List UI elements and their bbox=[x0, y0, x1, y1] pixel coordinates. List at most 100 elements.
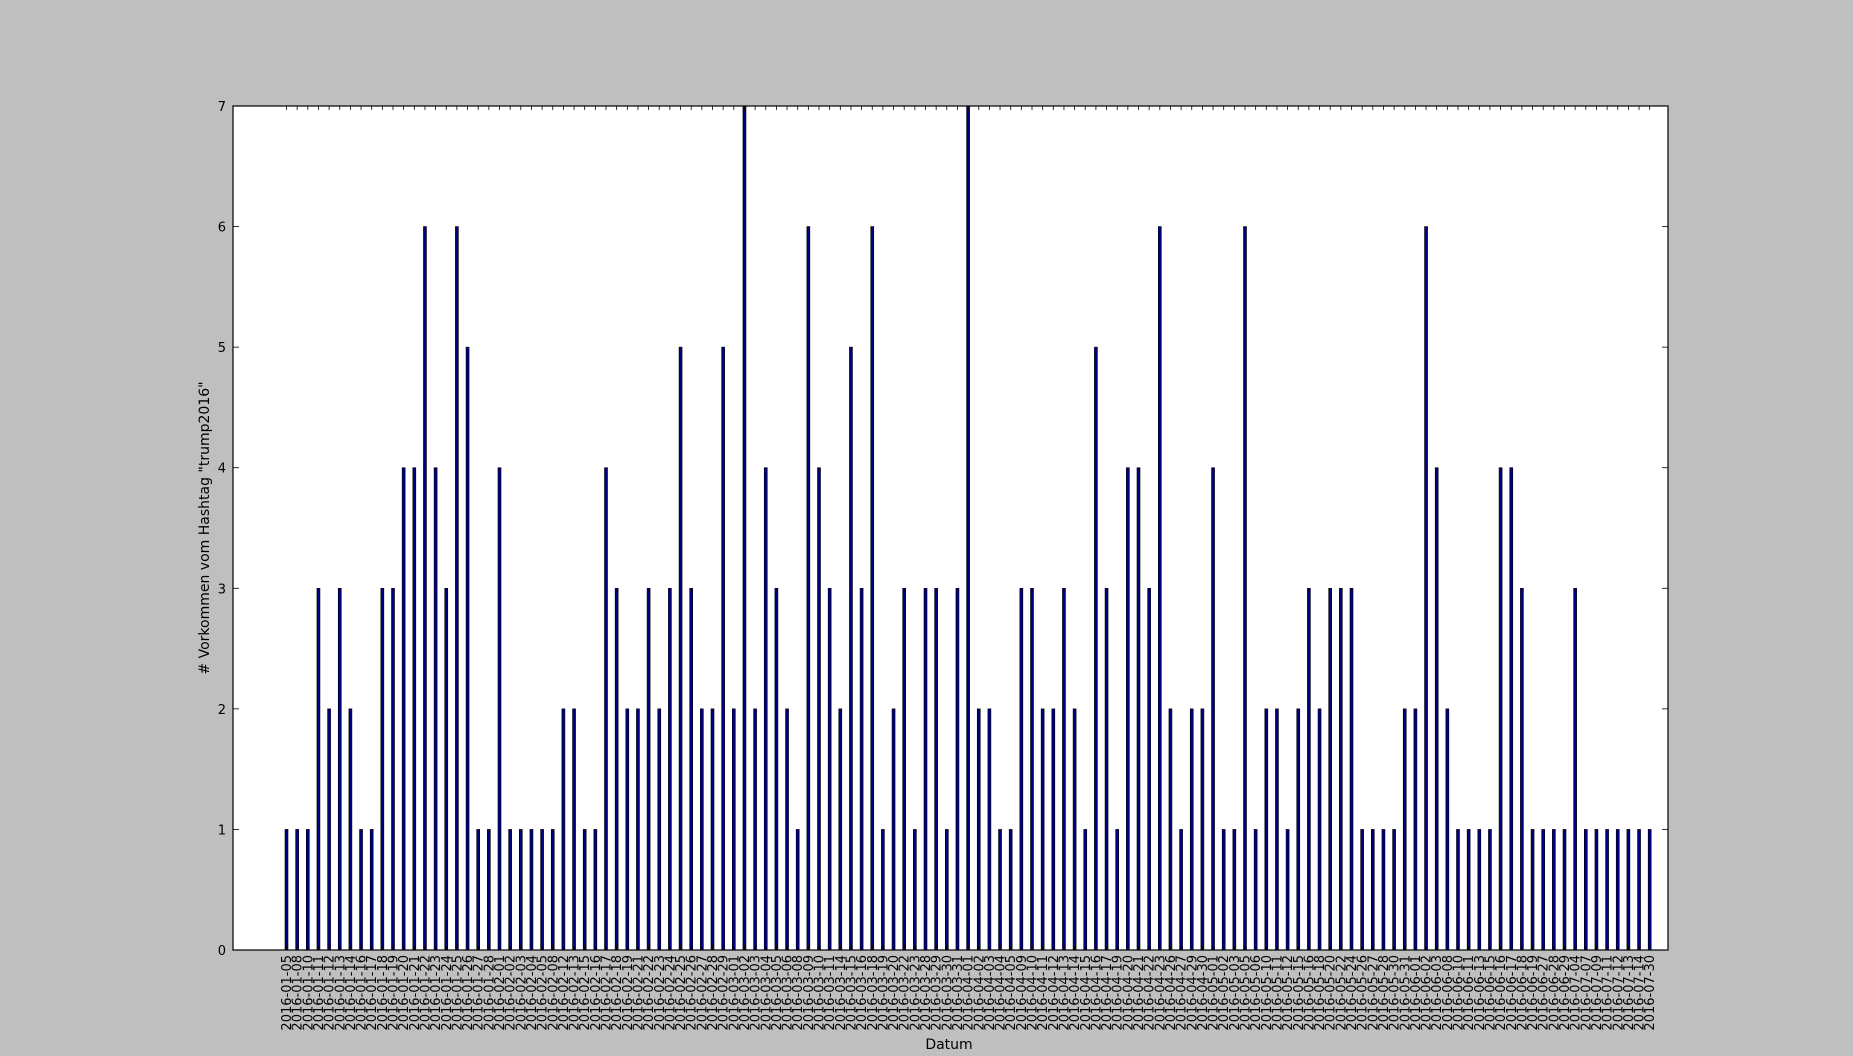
bar-2016-04-22 bbox=[1147, 587, 1151, 951]
x-tick-label-2016-03-01: 2016-03-01 bbox=[727, 955, 742, 1031]
x-tick-label-2016-06-18: 2016-06-18 bbox=[1515, 955, 1530, 1031]
x-tick-label-2016-05-02: 2016-05-02 bbox=[1217, 955, 1232, 1031]
bar-2016-05-10 bbox=[1264, 708, 1269, 951]
plot-frame bbox=[232, 105, 1669, 951]
x-tick-label-2016-02-22: 2016-02-22 bbox=[642, 955, 657, 1031]
bar-2016-04-10 bbox=[1030, 587, 1034, 951]
bar-2016-05-31 bbox=[1402, 708, 1407, 951]
y-tick-label-3: 3 bbox=[218, 582, 226, 597]
bar-2016-02-29 bbox=[721, 346, 725, 951]
bar-2016-07-12 bbox=[1615, 829, 1620, 951]
x-tick-label-2016-03-14: 2016-03-14 bbox=[834, 955, 849, 1031]
x-tick-label-2016-03-10: 2016-03-10 bbox=[813, 955, 828, 1031]
x-tick-label-2016-02-21: 2016-02-21 bbox=[631, 955, 646, 1031]
x-tick-label-2016-03-20: 2016-03-20 bbox=[887, 955, 902, 1031]
bar-2016-06-27 bbox=[1541, 829, 1545, 951]
bar-2016-03-20 bbox=[891, 708, 896, 951]
x-tick-label-2016-04-01: 2016-04-01 bbox=[962, 955, 977, 1031]
x-tick-label-2016-03-19: 2016-03-19 bbox=[876, 955, 891, 1031]
bar-2016-05-03 bbox=[1232, 829, 1237, 951]
bar-2016-02-21 bbox=[636, 708, 640, 951]
x-tick-label-2016-04-22: 2016-04-22 bbox=[1143, 955, 1158, 1031]
x-tick-label-2016-07-09: 2016-07-09 bbox=[1590, 955, 1605, 1031]
x-tick-label-2016-03-16: 2016-03-16 bbox=[855, 955, 870, 1031]
bar-2016-04-11 bbox=[1040, 708, 1045, 951]
bar-2016-05-06 bbox=[1253, 829, 1258, 951]
x-tick-label-2016-01-22: 2016-01-22 bbox=[418, 955, 433, 1031]
x-tick-label-2016-02-26: 2016-02-26 bbox=[685, 955, 700, 1031]
x-tick-label-2016-03-22: 2016-03-22 bbox=[898, 955, 913, 1031]
bar-2016-01-14 bbox=[348, 708, 353, 951]
x-tick-label-2016-04-14: 2016-04-14 bbox=[1068, 955, 1083, 1031]
y-ticks-group: 0 1 2 3 4 5 6 7 bbox=[218, 100, 1668, 959]
bar-2016-03-05 bbox=[774, 587, 779, 951]
bar-2016-03-08 bbox=[795, 829, 800, 951]
x-tick-label-2016-03-05: 2016-03-05 bbox=[770, 955, 785, 1031]
bar-2016-04-12 bbox=[1051, 708, 1056, 951]
bar-2016-01-08 bbox=[295, 829, 299, 951]
bar-2016-01-18 bbox=[380, 587, 385, 951]
bar-2016-04-03 bbox=[987, 708, 992, 951]
x-tick-label-2016-04-03: 2016-04-03 bbox=[983, 955, 998, 1031]
x-tick-label-2016-07-12: 2016-07-12 bbox=[1611, 955, 1626, 1031]
x-tick-labels: 2016-01-052016-01-082016-01-102016-01-11… bbox=[280, 955, 1658, 1031]
x-tick-label-2016-05-18: 2016-05-18 bbox=[1313, 955, 1328, 1031]
x-tick-label-2016-07-13: 2016-07-13 bbox=[1622, 955, 1637, 1031]
bar-2016-06-29 bbox=[1562, 829, 1567, 951]
bar-2016-07-30 bbox=[1647, 829, 1652, 951]
x-tick-label-2016-03-23: 2016-03-23 bbox=[908, 955, 923, 1031]
x-tick-label-2016-04-16: 2016-04-16 bbox=[1089, 955, 1104, 1031]
bar-2016-01-23 bbox=[433, 467, 438, 951]
x-tick-label-2016-01-12: 2016-01-12 bbox=[323, 955, 338, 1031]
bar-2016-04-01 bbox=[966, 105, 970, 951]
bar-2016-04-21 bbox=[1136, 467, 1141, 951]
bar-2016-02-01 bbox=[497, 467, 502, 951]
bar-2016-03-01 bbox=[731, 708, 736, 951]
bar-2016-05-01 bbox=[1211, 467, 1215, 951]
bar-2016-07-09 bbox=[1594, 829, 1599, 951]
bar-2016-04-14 bbox=[1072, 708, 1077, 951]
x-tick-label-2016-02-08: 2016-02-08 bbox=[546, 955, 561, 1031]
bar-2016-07-11 bbox=[1605, 829, 1609, 951]
bar-2016-06-16 bbox=[1498, 467, 1503, 951]
bar-2016-04-26 bbox=[1168, 708, 1173, 951]
bar-2016-03-23 bbox=[913, 829, 917, 951]
x-tick-label-2016-01-26: 2016-01-26 bbox=[461, 955, 476, 1031]
x-tick-label-2016-02-25: 2016-02-25 bbox=[674, 955, 689, 1031]
x-tick-label-2016-01-24: 2016-01-24 bbox=[440, 955, 455, 1031]
bar-2016-04-20 bbox=[1126, 467, 1130, 951]
bar-2016-02-04 bbox=[529, 829, 534, 951]
bar-2016-03-02 bbox=[742, 105, 747, 951]
bar-2016-02-27 bbox=[700, 708, 704, 951]
bar-2016-03-18 bbox=[870, 226, 875, 951]
y-tick-label-7: 7 bbox=[218, 100, 226, 115]
x-tick-label-2016-02-28: 2016-02-28 bbox=[706, 955, 721, 1031]
bar-2016-01-05 bbox=[284, 829, 289, 951]
bar-2016-01-25 bbox=[455, 226, 459, 951]
bar-2016-03-14 bbox=[838, 708, 843, 951]
y-tick-label-6: 6 bbox=[218, 221, 226, 236]
bar-2016-05-20 bbox=[1328, 587, 1332, 951]
bar-2016-02-08 bbox=[550, 829, 555, 951]
bar-2016-07-14 bbox=[1637, 829, 1641, 951]
bar-2016-05-18 bbox=[1317, 708, 1322, 951]
bar-2016-03-09 bbox=[806, 226, 811, 951]
x-tick-label-2016-06-27: 2016-06-27 bbox=[1537, 955, 1552, 1031]
bar-2016-07-13 bbox=[1626, 829, 1631, 951]
bar-2016-02-19 bbox=[625, 708, 630, 951]
bar-2016-01-12 bbox=[327, 708, 331, 951]
x-tick-label-2016-05-22: 2016-05-22 bbox=[1334, 955, 1349, 1031]
x-tick-label-2016-05-28: 2016-05-28 bbox=[1377, 955, 1392, 1031]
bar-2016-04-23 bbox=[1158, 226, 1162, 951]
bar-2016-06-01 bbox=[1413, 708, 1418, 951]
bar-2016-01-11 bbox=[316, 587, 321, 951]
x-tick-label-2016-02-12: 2016-02-12 bbox=[557, 955, 572, 1031]
bar-2016-05-24 bbox=[1349, 587, 1354, 951]
x-tick-label-2016-04-26: 2016-04-26 bbox=[1164, 955, 1179, 1031]
bar-2016-04-29 bbox=[1189, 708, 1194, 951]
x-tick-label-2016-05-24: 2016-05-24 bbox=[1345, 955, 1360, 1031]
x-tick-label-2016-06-28: 2016-06-28 bbox=[1547, 955, 1562, 1031]
bar-2016-05-11 bbox=[1275, 708, 1279, 951]
bar-2016-04-19 bbox=[1115, 829, 1119, 951]
